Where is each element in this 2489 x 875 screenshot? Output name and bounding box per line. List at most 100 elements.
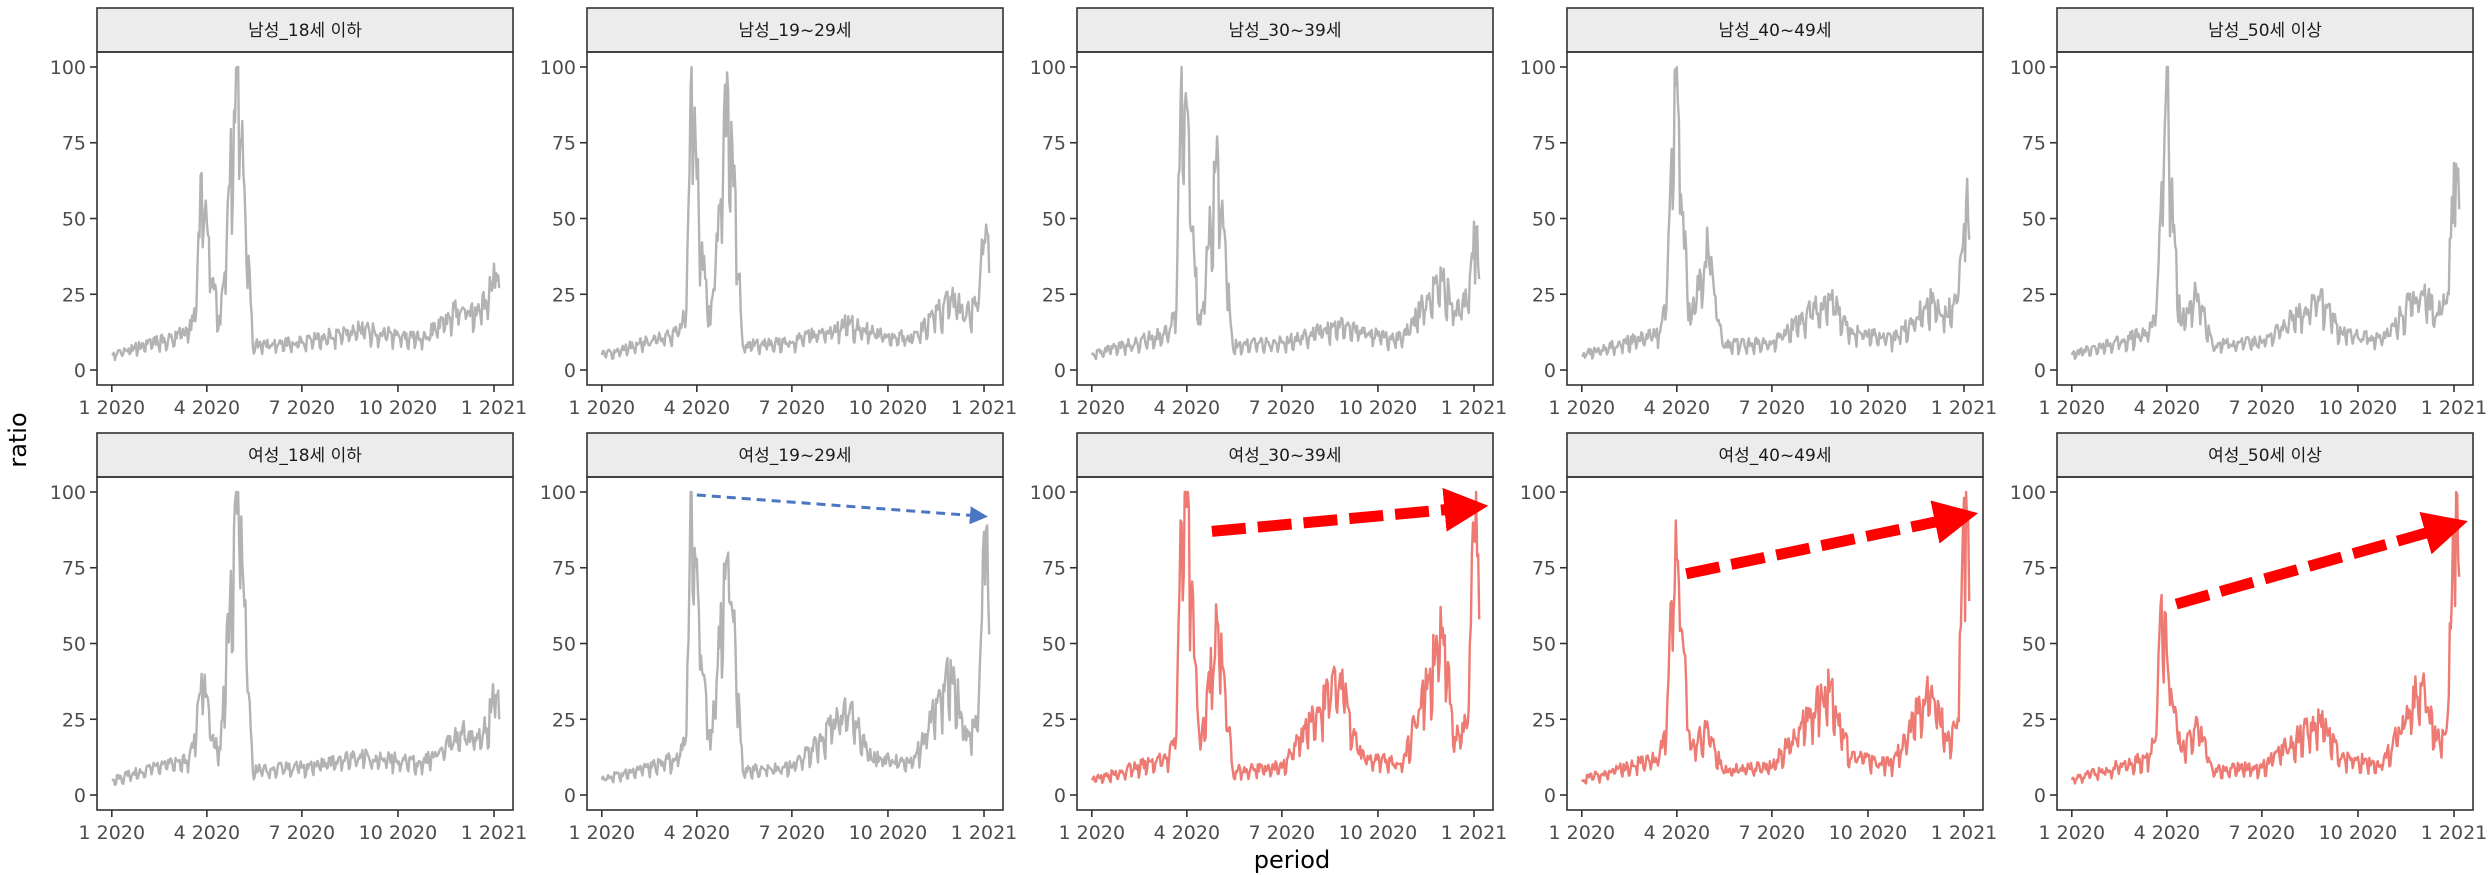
series-line xyxy=(111,490,501,786)
y-tick-label: 50 xyxy=(2022,634,2046,656)
y-tick-label: 50 xyxy=(1532,209,1556,231)
x-tick-label: 1 2021 xyxy=(2421,397,2487,419)
x-tick-label: 1 2021 xyxy=(951,397,1017,419)
y-tick-label: 25 xyxy=(1042,709,1066,731)
y-tick-label: 25 xyxy=(552,709,576,731)
x-tick-label: 7 2020 xyxy=(269,397,335,419)
y-tick-label: 75 xyxy=(552,133,576,155)
y-tick-label: 100 xyxy=(2010,482,2046,504)
facet-panel: 여성_50세 이상 0 25 50 75 100 1 2020 4 2020 7 2020 10 … xyxy=(2010,432,2487,844)
x-tick-label: 1 2021 xyxy=(1441,822,1507,844)
x-tick-label: 1 2021 xyxy=(1441,397,1507,419)
facet-strip-label: 여성_40~49세 xyxy=(1719,446,1832,466)
x-tick-label: 1 2020 xyxy=(1059,822,1125,844)
x-tick-label: 1 2021 xyxy=(2421,822,2487,844)
facet-strip xyxy=(586,7,1004,53)
y-tick-label: 100 xyxy=(1520,482,1556,504)
y-tick-label: 50 xyxy=(2022,209,2046,231)
y-tick-label: 75 xyxy=(62,133,86,155)
x-tick-label: 1 2020 xyxy=(79,397,145,419)
x-tick-label: 1 2021 xyxy=(461,397,527,419)
x-tick-label: 4 2020 xyxy=(2134,822,2200,844)
x-tick-label: 1 2021 xyxy=(951,822,1017,844)
y-tick-label: 25 xyxy=(62,709,86,731)
y-tick-label: 100 xyxy=(2010,57,2046,79)
facet-strip xyxy=(96,7,514,53)
facet-panel: 여성_40~49세 0 25 50 75 100 1 2020 4 2020 7 2020 10 … xyxy=(1520,432,1997,844)
x-tick-label: 4 2020 xyxy=(664,822,730,844)
y-tick-label: 100 xyxy=(50,57,86,79)
facet-panel: 남성_19~29세 0 25 50 75 100 1 2020 4 2020 7 2020 10 … xyxy=(540,7,1017,419)
annotation-arrows xyxy=(696,487,2468,610)
panel-frame xyxy=(586,51,1004,386)
facet-strip-label: 여성_18세 이하 xyxy=(248,446,362,466)
x-tick-label: 4 2020 xyxy=(1154,822,1220,844)
y-tick-label: 75 xyxy=(2022,133,2046,155)
y-tick-label: 100 xyxy=(1030,482,1066,504)
facet-strip xyxy=(586,432,1004,478)
x-axis-title: period xyxy=(1254,846,1330,874)
series-line xyxy=(111,65,501,362)
annotation-arrow xyxy=(2174,511,2468,610)
y-tick-label: 75 xyxy=(552,558,576,580)
y-tick-label: 75 xyxy=(1042,558,1066,580)
facet-panel: 남성_30~39세 0 25 50 75 100 1 2020 4 2020 7 2020 10 … xyxy=(1030,7,1507,419)
x-tick-label: 10 2020 xyxy=(1829,822,1908,844)
facet-panel: 남성_18세 이하 0 25 50 75 100 1 2020 4 2020 7 2020 10 … xyxy=(50,7,527,419)
x-tick-label: 1 2020 xyxy=(79,822,145,844)
facet-strip xyxy=(1566,7,1984,53)
x-tick-label: 7 2020 xyxy=(2229,397,2295,419)
x-tick-label: 10 2020 xyxy=(2319,822,2398,844)
series-line xyxy=(1090,490,1481,785)
facet-strip xyxy=(1076,7,1494,53)
y-tick-label: 0 xyxy=(74,785,86,807)
facet-strip-label: 여성_19~29세 xyxy=(739,446,852,466)
series-line xyxy=(2070,490,2461,785)
x-tick-label: 7 2020 xyxy=(759,397,825,419)
x-tick-label: 1 2020 xyxy=(2039,822,2105,844)
y-tick-label: 0 xyxy=(1544,785,1556,807)
x-tick-label: 7 2020 xyxy=(1739,822,1805,844)
x-tick-label: 10 2020 xyxy=(1339,397,1418,419)
facet-strip-label: 남성_40~49세 xyxy=(1719,21,1832,41)
x-tick-label: 10 2020 xyxy=(849,397,928,419)
y-tick-label: 50 xyxy=(1042,634,1066,656)
y-tick-label: 25 xyxy=(62,284,86,306)
x-tick-label: 4 2020 xyxy=(2134,397,2200,419)
y-tick-label: 25 xyxy=(552,284,576,306)
x-tick-label: 4 2020 xyxy=(174,397,240,419)
y-tick-label: 25 xyxy=(2022,284,2046,306)
y-tick-label: 75 xyxy=(62,558,86,580)
x-tick-label: 4 2020 xyxy=(1154,397,1220,419)
y-axis-title: ratio xyxy=(4,412,32,467)
facet-strip-label: 여성_50세 이상 xyxy=(2208,446,2322,466)
y-tick-label: 25 xyxy=(1532,284,1556,306)
y-tick-label: 50 xyxy=(62,634,86,656)
facet-strip xyxy=(1566,432,1984,478)
x-tick-label: 1 2021 xyxy=(1931,397,1997,419)
series-line xyxy=(1090,65,1481,361)
y-tick-label: 0 xyxy=(564,785,576,807)
x-tick-label: 7 2020 xyxy=(1249,397,1315,419)
x-tick-label: 10 2020 xyxy=(1829,397,1908,419)
x-tick-label: 4 2020 xyxy=(174,822,240,844)
facet-strip xyxy=(2056,7,2474,53)
x-tick-label: 7 2020 xyxy=(1739,397,1805,419)
x-tick-label: 10 2020 xyxy=(359,822,438,844)
y-tick-label: 50 xyxy=(62,209,86,231)
facet-panel: 여성_30~39세 0 25 50 75 100 1 2020 4 2020 7 2020 10 … xyxy=(1030,432,1507,844)
y-tick-label: 0 xyxy=(1054,785,1066,807)
series-line xyxy=(1581,65,1971,360)
y-tick-label: 0 xyxy=(1544,360,1556,382)
y-tick-label: 50 xyxy=(1532,634,1556,656)
y-tick-label: 100 xyxy=(1520,57,1556,79)
x-tick-label: 1 2021 xyxy=(1931,822,1997,844)
panel-frame xyxy=(1076,51,1494,386)
y-tick-label: 50 xyxy=(552,634,576,656)
y-tick-label: 100 xyxy=(540,482,576,504)
facet-panels: 남성_18세 이하 0 25 50 75 100 1 2020 4 2020 7 2020 10 … xyxy=(50,7,2487,844)
x-tick-label: 10 2020 xyxy=(359,397,438,419)
facet-strip-label: 여성_30~39세 xyxy=(1229,446,1342,466)
series-line xyxy=(600,65,991,360)
